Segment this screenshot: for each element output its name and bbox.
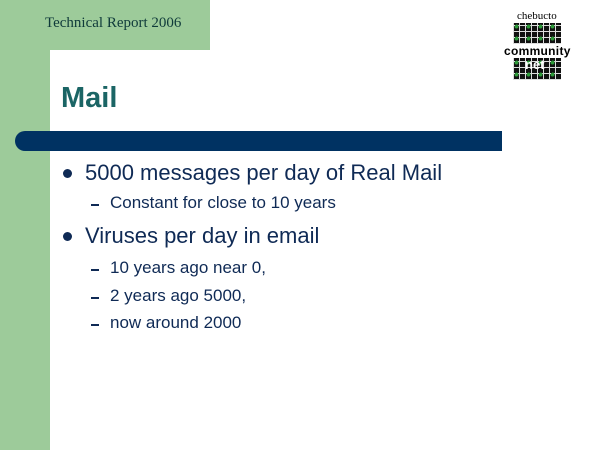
report-header: Technical Report 2006	[45, 15, 182, 31]
bullet-item: Viruses per day in email	[85, 223, 320, 248]
dash-icon	[91, 204, 99, 206]
bullet-icon	[63, 232, 72, 241]
sub-bullet-item: Constant for close to 10 years	[110, 193, 336, 212]
sub-bullet-item: 10 years ago near 0,	[110, 258, 266, 277]
sub-bullet-item: now around 2000	[110, 313, 242, 332]
chebucto-community-net-logo: chebucto community net	[503, 10, 579, 80]
logo-text-net: net	[525, 57, 545, 72]
title-divider-bar	[15, 131, 502, 151]
dash-icon	[91, 324, 99, 326]
dash-icon	[91, 269, 99, 271]
slide-title: Mail	[61, 82, 118, 114]
logo-text-chebucto: chebucto	[517, 10, 557, 22]
content-panel	[50, 50, 600, 460]
green-side-strip	[0, 0, 50, 450]
bullet-item: 5000 messages per day of Real Mail	[85, 160, 443, 185]
logo-text-community: community	[503, 44, 572, 58]
bullet-icon	[63, 169, 72, 178]
dash-icon	[91, 297, 99, 299]
sub-bullet-item: 2 years ago 5000,	[110, 286, 247, 305]
